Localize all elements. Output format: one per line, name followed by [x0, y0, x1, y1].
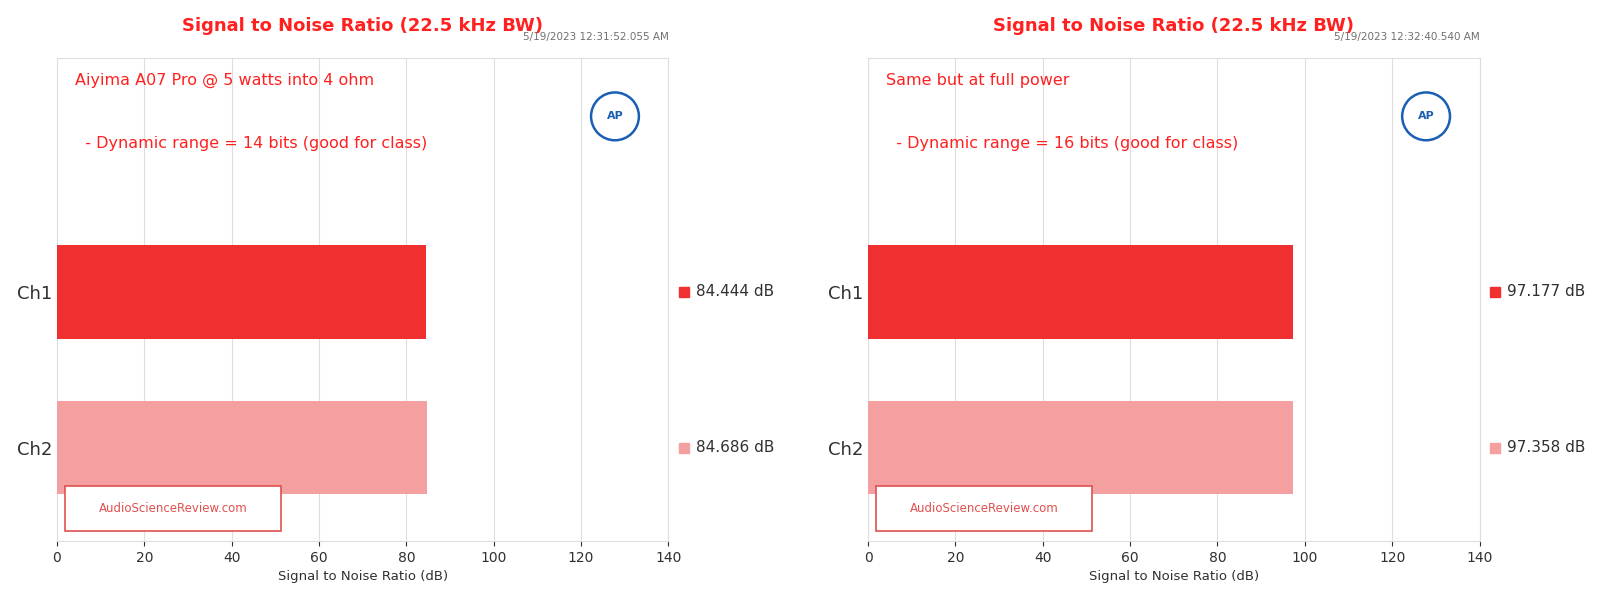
Text: 97.358 dB: 97.358 dB: [1507, 440, 1586, 455]
Text: Same but at full power: Same but at full power: [886, 73, 1070, 88]
Text: 97.177 dB: 97.177 dB: [1507, 284, 1586, 299]
Text: 84.686 dB: 84.686 dB: [696, 440, 774, 455]
X-axis label: Signal to Noise Ratio (dB): Signal to Noise Ratio (dB): [278, 571, 448, 583]
X-axis label: Signal to Noise Ratio (dB): Signal to Noise Ratio (dB): [1088, 571, 1259, 583]
Bar: [58, 401, 427, 494]
Title: Signal to Noise Ratio (22.5 kHz BW): Signal to Noise Ratio (22.5 kHz BW): [994, 17, 1354, 35]
Bar: [58, 245, 426, 338]
Text: - Dynamic range = 14 bits (good for class): - Dynamic range = 14 bits (good for clas…: [75, 136, 427, 151]
Text: - Dynamic range = 16 bits (good for class): - Dynamic range = 16 bits (good for clas…: [886, 136, 1238, 151]
Bar: [869, 245, 1293, 338]
Text: 84.444 dB: 84.444 dB: [696, 284, 774, 299]
Text: Aiyima A07 Pro @ 5 watts into 4 ohm: Aiyima A07 Pro @ 5 watts into 4 ohm: [75, 73, 374, 88]
Bar: [869, 401, 1293, 494]
Title: Signal to Noise Ratio (22.5 kHz BW): Signal to Noise Ratio (22.5 kHz BW): [182, 17, 542, 35]
Text: 5/19/2023 12:32:40.540 AM: 5/19/2023 12:32:40.540 AM: [1334, 32, 1480, 41]
Text: 5/19/2023 12:31:52.055 AM: 5/19/2023 12:31:52.055 AM: [523, 32, 669, 41]
